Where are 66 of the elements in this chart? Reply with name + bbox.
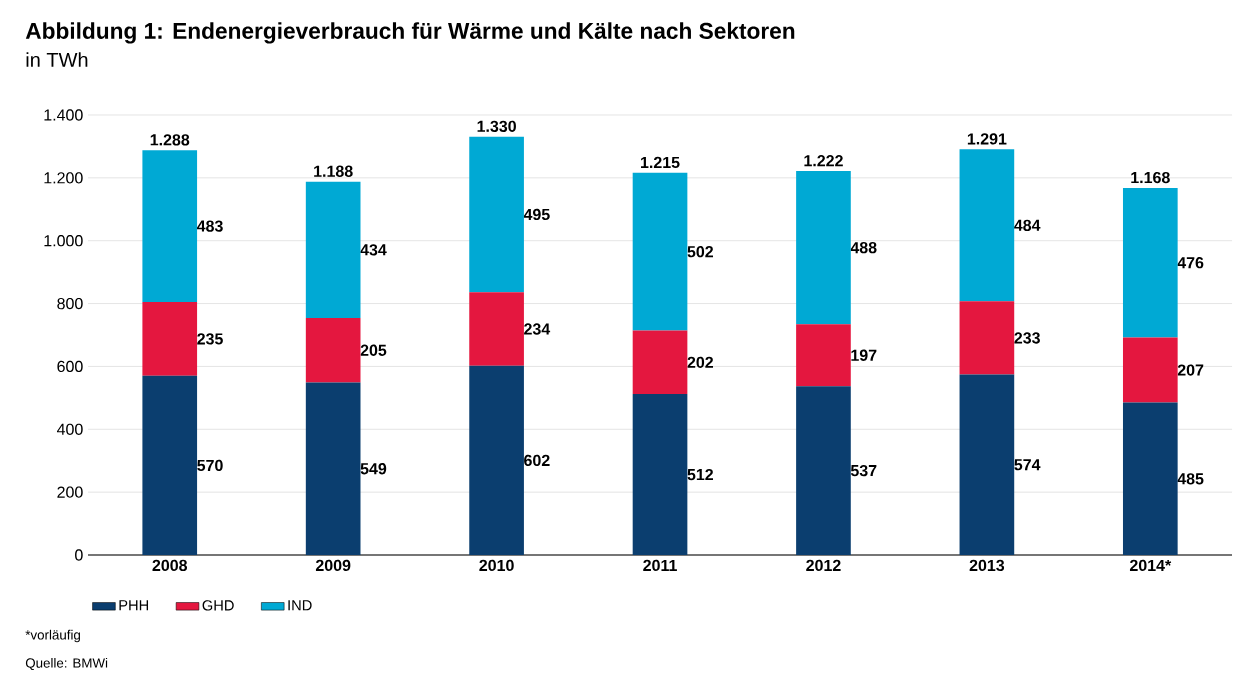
bar <box>142 302 198 376</box>
bar <box>959 301 1015 375</box>
total-label: 1.291 <box>967 133 1007 145</box>
chart-title: Abbildung 1: Endenergieverbrauch für Wärme und Kälte nach Sektoren <box>25 22 795 44</box>
x-tick-label: 2014* <box>1129 559 1172 572</box>
bar <box>796 324 851 387</box>
data-label: 197 <box>851 349 877 361</box>
bar <box>305 181 361 319</box>
bar <box>796 386 851 555</box>
text: *vorläufig <box>25 629 80 643</box>
data-label: 602 <box>524 454 550 467</box>
y-tick-label: 0 <box>75 549 83 561</box>
x-tick-label: 2009 <box>315 559 351 572</box>
data-label: 205 <box>360 344 387 356</box>
y-tick-label: 600 <box>57 360 83 373</box>
total-label: 1.168 <box>1131 171 1170 184</box>
data-label: 570 <box>197 459 223 472</box>
data-label: 202 <box>687 356 714 368</box>
bar <box>305 318 361 383</box>
bar <box>1122 187 1178 338</box>
data-label: 502 <box>687 246 714 258</box>
x-tick-label: 2010 <box>479 559 514 572</box>
legend-label: PHH <box>119 600 149 611</box>
x-tick-label: 2012 <box>806 559 841 572</box>
source-note: Quelle: BMWi <box>25 657 108 671</box>
data-label: 233 <box>1014 332 1040 344</box>
x-tick-label: 2011 <box>643 559 677 572</box>
total-label: 1.188 <box>314 165 353 177</box>
y-tick-label: 1.000 <box>44 235 83 247</box>
data-label: 434 <box>360 244 387 256</box>
bar <box>1122 402 1178 555</box>
bar <box>632 172 688 331</box>
data-label: 574 <box>1014 459 1041 471</box>
y-tick-label: 200 <box>57 486 83 498</box>
bar <box>1122 337 1178 403</box>
bar <box>959 374 1015 555</box>
bar <box>142 375 198 555</box>
y-tick-label: 1.400 <box>44 109 83 121</box>
bar <box>632 394 688 555</box>
data-label: 234 <box>524 323 551 335</box>
data-label: 549 <box>360 463 387 475</box>
bar <box>632 330 688 395</box>
bar <box>305 382 361 555</box>
bar <box>959 149 1015 302</box>
y-tick-label: 1.200 <box>44 172 83 184</box>
bar <box>469 292 524 366</box>
data-label: 235 <box>197 333 223 345</box>
chart-subtitle: in TWh <box>26 52 88 67</box>
y-tick-label: 400 <box>56 423 83 435</box>
bar <box>142 150 198 302</box>
legend-label: IND <box>288 600 312 611</box>
total-label: 1.215 <box>641 156 680 169</box>
bar <box>796 170 851 325</box>
legend-label: GHD <box>202 600 234 611</box>
x-tick-label: 2008 <box>152 559 188 572</box>
data-label: 537 <box>850 464 877 477</box>
x-tick-label: 2013 <box>969 559 1005 572</box>
data-label: 512 <box>687 468 714 481</box>
bar <box>469 136 524 293</box>
y-tick-label: 800 <box>57 297 83 310</box>
data-label: 484 <box>1014 219 1041 231</box>
bar <box>469 365 524 555</box>
total-label: 1.288 <box>150 134 190 146</box>
total-label: 1.330 <box>477 120 516 132</box>
total-label: 1.222 <box>804 155 843 167</box>
data-label: 483 <box>196 220 223 232</box>
